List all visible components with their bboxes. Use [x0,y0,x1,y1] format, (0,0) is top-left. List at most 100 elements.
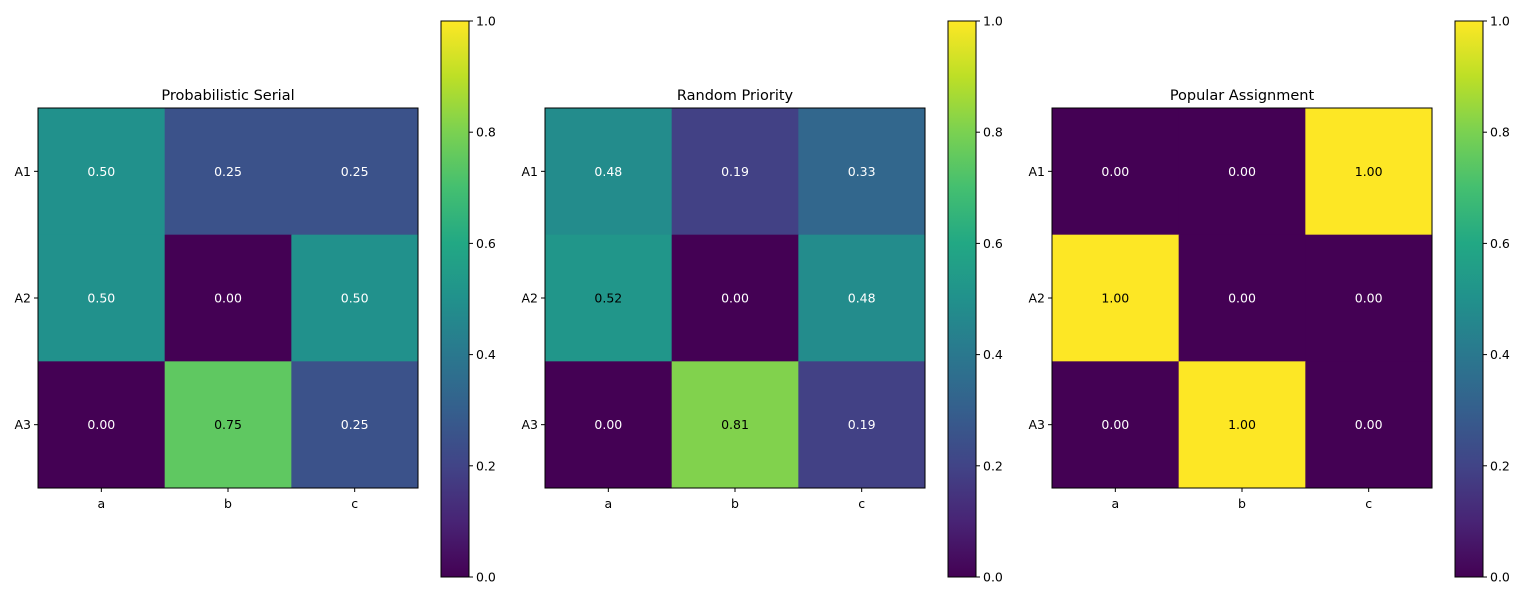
cell-label: 0.00 [214,291,242,306]
heatmap-cell [1305,234,1433,362]
heatmap-cell [1305,361,1433,489]
heatmap-cell [164,234,292,362]
cell-label: 1.00 [1228,417,1256,432]
y-tick-label: A2 [14,291,31,306]
heatmap-panel: Random Priority 0.48 0.19 0.33 0.52 0.00 0.48 0… [521,14,1002,585]
colorbar-tick-label: 1.0 [476,14,496,29]
x-tick-label: b [1238,496,1246,511]
cell-label: 0.48 [594,164,622,179]
colorbar-tick-label: 1.0 [1490,14,1510,29]
chart-title: Probabilistic Serial [161,88,294,104]
heatmap-cell [545,361,673,489]
colorbar-tick-label: 0.4 [1490,347,1510,362]
heatmap-cell [38,361,166,489]
cell-label: 0.00 [1355,291,1383,306]
colorbar [440,20,470,578]
colorbar-tick-label: 0.2 [476,458,496,473]
x-tick-label: c [858,496,865,511]
cell-label: 0.25 [341,164,369,179]
y-tick-label: A3 [14,417,31,432]
cell-label: 0.50 [341,291,369,306]
y-tick-label: A1 [14,164,31,179]
cell-label: 0.50 [87,291,115,306]
cell-label: 0.00 [721,291,749,306]
cell-label: 0.50 [87,164,115,179]
heatmap-cell [291,108,419,236]
cell-label: 0.00 [1101,164,1129,179]
heatmap-panel: Popular Assignment 0.00 0.00 1.00 1.00 0.00 0.… [1028,14,1509,585]
colorbar-tick-label: 0.6 [476,236,496,251]
heatmap-cell [1052,234,1180,362]
y-tick-label: A2 [1028,291,1045,306]
colorbar-tick-label: 0.8 [983,125,1003,140]
x-tick-label: c [351,496,358,511]
heatmap-cell [1052,108,1180,236]
colorbar-tick-label: 0.4 [983,347,1003,362]
colorbar-tick-label: 1.0 [983,14,1003,29]
y-tick-label: A3 [521,417,538,432]
cell-label: 0.33 [848,164,876,179]
cell-label: 0.25 [341,417,369,432]
heatmap-cell [164,361,292,489]
heatmap-cell [545,108,673,236]
colorbar-tick-label: 0.6 [983,236,1003,251]
colorbar [947,20,977,578]
cell-label: 0.19 [848,417,876,432]
x-tick-label: b [731,496,739,511]
heatmap-cell [291,361,419,489]
colorbar-tick-label: 0.0 [476,570,496,585]
y-tick-label: A1 [521,164,538,179]
cell-label: 1.00 [1355,164,1383,179]
heatmap-cell [1178,234,1306,362]
cell-label: 0.00 [87,417,115,432]
cell-label: 0.00 [1228,291,1256,306]
heatmap-cell [164,108,292,236]
cell-label: 0.00 [1101,417,1129,432]
colorbar [1454,20,1484,578]
colorbar-tick-label: 0.0 [983,570,1003,585]
cell-label: 1.00 [1101,291,1129,306]
y-tick-label: A2 [521,291,538,306]
heatmap-cell [1178,361,1306,489]
heatmap-cell [798,234,926,362]
y-tick-label: A1 [1028,164,1045,179]
heatmap-cell [291,234,419,362]
cell-label: 0.00 [1228,164,1256,179]
heatmap-cell [1178,108,1306,236]
cell-label: 0.00 [1355,417,1383,432]
heatmap-cell [38,234,166,362]
heatmap-cell [798,108,926,236]
heatmap-cell [1052,361,1180,489]
cell-label: 0.75 [214,417,242,432]
cell-label: 0.25 [214,164,242,179]
cell-label: 0.00 [594,417,622,432]
colorbar-tick-label: 0.2 [1490,458,1510,473]
heatmap-cell [1305,108,1433,236]
x-tick-label: b [224,496,232,511]
colorbar-tick-label: 0.8 [1490,125,1510,140]
x-tick-label: a [604,496,612,511]
chart-title: Random Priority [677,88,794,104]
chart-title: Popular Assignment [1170,88,1315,104]
colorbar-tick-label: 0.0 [1490,570,1510,585]
y-tick-label: A3 [1028,417,1045,432]
cell-label: 0.52 [594,291,622,306]
x-tick-label: a [1111,496,1119,511]
cell-label: 0.48 [848,291,876,306]
colorbar-tick-label: 0.2 [983,458,1003,473]
colorbar-tick-label: 0.6 [1490,236,1510,251]
heatmap-cell [671,361,799,489]
heatmap-cell [38,108,166,236]
x-tick-label: c [1365,496,1372,511]
heatmap-cell [545,234,673,362]
x-tick-label: a [97,496,105,511]
colorbar-tick-label: 0.4 [476,347,496,362]
heatmap-cell [671,108,799,236]
colorbar-tick-label: 0.8 [476,125,496,140]
cell-label: 0.19 [721,164,749,179]
heatmap-cell [671,234,799,362]
heatmap-cell [798,361,926,489]
cell-label: 0.81 [721,417,749,432]
